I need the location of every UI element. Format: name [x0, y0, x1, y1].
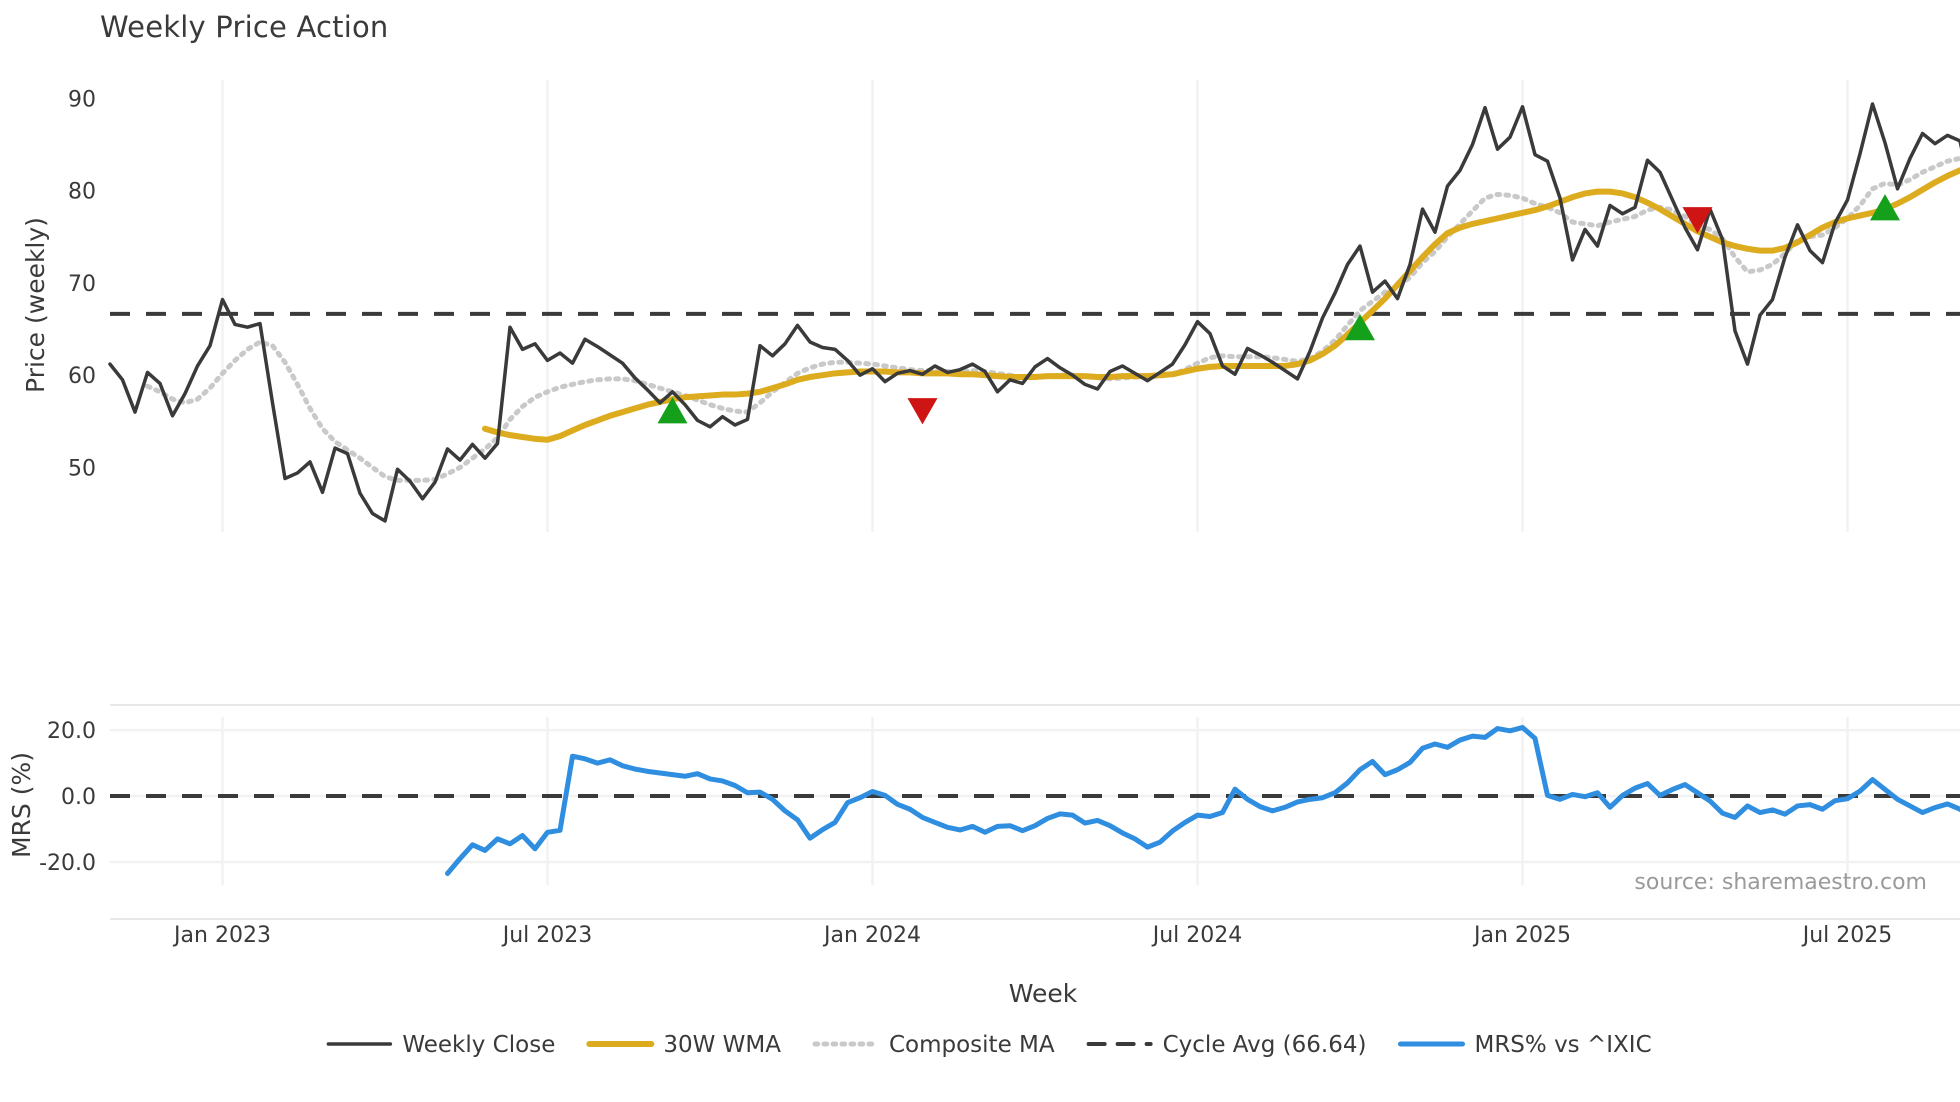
legend-label: Composite MA: [889, 1032, 1055, 1058]
x-axis-tick-labels: Jan 2023 Jul 2023 Jan 2024 Jul 2024 Jan 2025…: [172, 923, 1892, 948]
buy-signal-marker: [657, 397, 688, 424]
legend-label: MRS% vs ^IXIC: [1474, 1032, 1651, 1058]
legend-item-composite-ma[interactable]: Composite MA: [812, 1032, 1055, 1058]
price-panel-tick-labels: 50 60 70 80 90: [68, 87, 96, 481]
price-panel-ytick-label: 80: [68, 180, 96, 205]
chart-legend: Weekly Close 30W WMA Composite MA Cycle Avg…: [326, 1032, 1652, 1058]
x-axis-label: Week: [1009, 979, 1078, 1008]
source-attribution: source: sharemaestro.com: [1634, 870, 1927, 895]
series-line-composite-ma: [145, 155, 1960, 483]
x-axis-tick-label: Jan 2025: [1472, 923, 1571, 948]
mrs-panel-ytick-label: 20.0: [47, 719, 96, 744]
legend-item-weekly-close[interactable]: Weekly Close: [326, 1032, 555, 1058]
price-panel-series: [108, 102, 1960, 523]
price-axis-label: Price (weekly): [21, 217, 50, 393]
x-axis-tick-label: Jul 2023: [501, 923, 593, 948]
legend-item-cycle-avg-66-64[interactable]: Cycle Avg (66.64): [1086, 1032, 1367, 1058]
price-panel-ytick-label: 70: [68, 272, 96, 297]
legend-label: 30W WMA: [663, 1032, 781, 1058]
x-axis-tick-label: Jan 2024: [822, 923, 921, 948]
series-line-mrs-vs-ixic: [445, 725, 1960, 876]
price-panel-ytick-label: 50: [68, 456, 96, 481]
mrs-axis-label: MRS (%): [7, 752, 36, 858]
price-panel-gridlines: [110, 80, 1960, 532]
x-axis-tick-label: Jul 2024: [1151, 923, 1243, 948]
sell-signal-marker: [907, 398, 938, 425]
mrs-panel-series: [445, 725, 1960, 876]
legend-label: Weekly Close: [402, 1032, 555, 1058]
mrs-panel-ytick-label: 0.0: [61, 785, 96, 810]
chart-title: Weekly Price Action: [100, 10, 389, 44]
mrs-panel-ytick-label: -20.0: [39, 851, 96, 876]
buy-signal-marker: [1870, 194, 1900, 221]
price-panel-ytick-label: 90: [68, 87, 96, 112]
buy-signal-marker: [1345, 314, 1375, 341]
x-axis-tick-label: Jan 2023: [172, 923, 271, 948]
sell-signal-marker: [1682, 207, 1713, 234]
legend-item-30w-wma[interactable]: 30W WMA: [586, 1032, 781, 1058]
price-panel-ytick-label: 60: [68, 364, 96, 389]
x-axis-tick-label: Jul 2025: [1801, 923, 1893, 948]
legend-label: Cycle Avg (66.64): [1163, 1032, 1367, 1058]
mrs-panel-tick-labels: -20.0 0.0 20.0: [39, 719, 96, 876]
series-line-weekly-close: [108, 102, 1960, 523]
price-panel-signal-markers: [657, 194, 1900, 425]
series-line-30w-wma: [482, 167, 1960, 443]
legend-item-mrs-vs-ixic[interactable]: MRS% vs ^IXIC: [1397, 1032, 1652, 1058]
